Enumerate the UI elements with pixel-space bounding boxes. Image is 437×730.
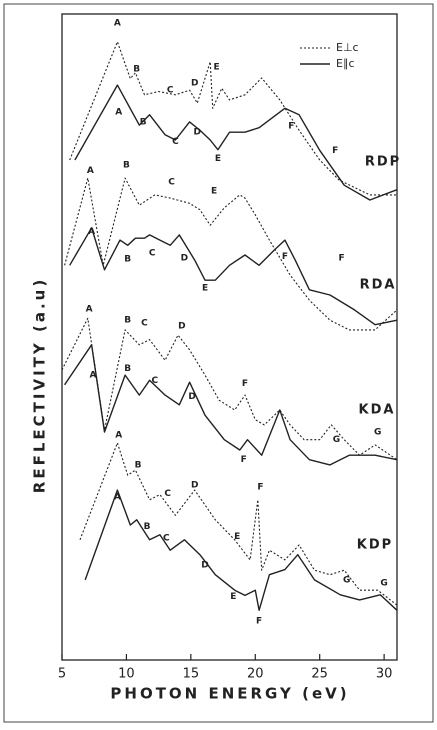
- peak-label: B: [140, 117, 147, 127]
- sample-label: RDA: [360, 278, 397, 293]
- peak-label: B: [124, 316, 131, 326]
- reflectivity-curve: [64, 344, 398, 466]
- peak-label: F: [339, 254, 345, 264]
- peak-label: A: [87, 166, 94, 176]
- x-tick-label: 20: [247, 667, 264, 682]
- x-tick-label: 5: [58, 667, 66, 682]
- peak-label: A: [115, 108, 122, 118]
- peak-label: A: [89, 371, 96, 381]
- peak-label: F: [257, 482, 263, 492]
- peak-label: G: [333, 435, 340, 445]
- peak-label: F: [241, 455, 247, 465]
- peak-label: F: [282, 252, 288, 262]
- peak-label: B: [124, 254, 131, 264]
- peak-label: A: [114, 493, 121, 503]
- peak-label: F: [242, 379, 248, 389]
- peak-label: G: [380, 579, 387, 589]
- peak-label: C: [163, 533, 170, 543]
- peak-label: E: [215, 154, 221, 164]
- peak-label: B: [144, 522, 151, 532]
- reflectivity-curve: [69, 41, 397, 196]
- peak-label: E: [211, 187, 217, 197]
- peak-label: G: [343, 575, 350, 585]
- peak-label: C: [168, 177, 175, 187]
- peak-label: C: [141, 318, 148, 328]
- peak-label: D: [178, 322, 185, 332]
- x-axis-title: PHOTON ENERGY (eV): [110, 685, 349, 703]
- reflectivity-curve: [64, 177, 398, 331]
- sample-label: RDP: [365, 155, 401, 170]
- peak-label: E: [230, 592, 236, 602]
- plot-frame: [61, 13, 398, 661]
- peak-label: D: [201, 561, 208, 571]
- peak-label: B: [124, 364, 131, 374]
- outer-border: [3, 3, 434, 723]
- reflectivity-curve: [69, 227, 398, 326]
- peak-label: E: [214, 62, 220, 72]
- peak-label: C: [172, 137, 179, 147]
- peak-label: D: [194, 128, 201, 138]
- peak-label: C: [151, 376, 158, 386]
- peak-label: C: [167, 86, 174, 96]
- sample-label: KDA: [359, 403, 396, 418]
- x-tick-label: 30: [376, 667, 393, 682]
- peak-label: F: [332, 146, 338, 156]
- peak-label: D: [181, 254, 188, 264]
- reflectivity-curve: [79, 442, 398, 606]
- peak-label: A: [88, 227, 95, 237]
- peak-label: G: [374, 427, 381, 437]
- peak-label: C: [164, 489, 171, 499]
- x-tick-label: 10: [118, 667, 135, 682]
- reflectivity-curve: [61, 317, 398, 461]
- legend-label: E⊥c: [336, 41, 359, 54]
- peak-label: C: [149, 249, 156, 259]
- peak-label: D: [191, 480, 198, 490]
- reflectivity-curve: [84, 489, 398, 611]
- peak-label: F: [288, 121, 294, 131]
- peak-label: F: [256, 617, 262, 627]
- legend-label: E∥c: [336, 57, 355, 70]
- peak-label: A: [115, 431, 122, 441]
- peak-label: D: [188, 392, 195, 402]
- peak-label: A: [86, 305, 93, 315]
- peak-label: D: [191, 79, 198, 89]
- reflectivity-curve: [74, 84, 398, 201]
- peak-label: A: [114, 19, 121, 29]
- peak-label: E: [202, 283, 208, 293]
- x-tick-label: 25: [311, 667, 328, 682]
- x-tick-label: 15: [183, 667, 200, 682]
- peak-label: B: [135, 460, 142, 470]
- peak-label: B: [123, 161, 130, 171]
- peak-label: E: [234, 532, 240, 542]
- y-axis-title: REFLECTIVITY (a.u): [31, 277, 49, 493]
- sample-label: KDP: [357, 538, 393, 553]
- peak-label: B: [133, 64, 140, 74]
